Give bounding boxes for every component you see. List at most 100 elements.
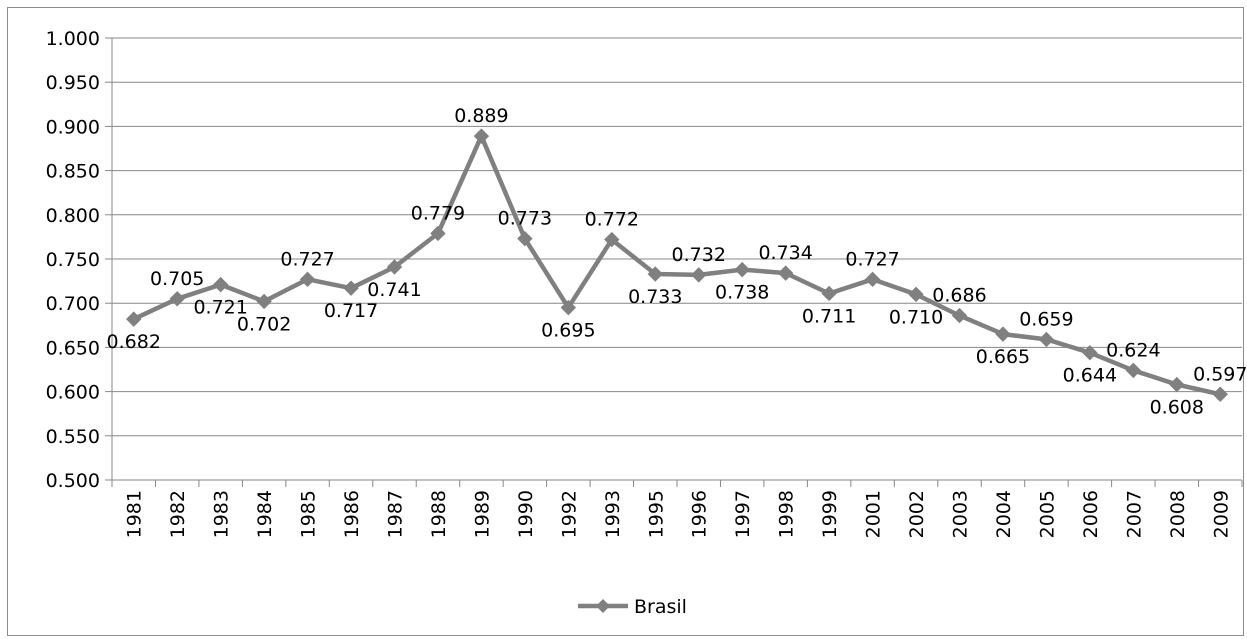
data-point — [256, 293, 272, 310]
gridlines — [112, 37, 1242, 437]
data-point — [604, 231, 620, 248]
data-label: 0.889 — [454, 105, 508, 127]
data-label: 0.659 — [1019, 308, 1073, 330]
y-tick-label: 1.000 — [46, 28, 100, 50]
x-tick-label: 1995 — [645, 490, 667, 538]
x-tick-label: 2004 — [993, 490, 1015, 538]
data-point — [777, 265, 794, 281]
x-tick-label: 1987 — [385, 490, 407, 538]
data-label: 0.772 — [585, 209, 639, 231]
data-point — [386, 259, 403, 275]
legend: Brasil — [578, 596, 687, 618]
data-point — [343, 280, 359, 296]
data-point — [473, 128, 490, 144]
data-label: 0.727 — [280, 248, 334, 270]
data-label: 0.773 — [498, 208, 552, 230]
y-tick-label: 0.700 — [46, 293, 100, 315]
data-point — [864, 271, 881, 288]
x-tick-label: 2001 — [863, 490, 885, 538]
x-tick-label: 1985 — [298, 490, 320, 538]
data-label: 0.721 — [193, 297, 247, 319]
chart-frame — [7, 7, 1244, 636]
legend-label: Brasil — [634, 596, 687, 618]
x-tick-label: 1984 — [254, 490, 276, 538]
data-point — [908, 286, 924, 303]
data-point — [1082, 344, 1098, 361]
data-point — [1212, 386, 1228, 402]
x-tick-label: 1990 — [515, 490, 537, 538]
data-label: 0.695 — [541, 320, 595, 342]
y-tick-label: 0.550 — [46, 426, 100, 448]
y-tick-label: 0.900 — [46, 116, 100, 138]
data-label: 0.665 — [976, 346, 1030, 368]
data-label: 0.732 — [672, 244, 726, 266]
data-point — [1038, 331, 1055, 348]
data-label: 0.644 — [1063, 365, 1117, 387]
y-tick-label: 0.850 — [46, 161, 100, 183]
data-point — [126, 311, 142, 327]
data-point — [734, 261, 750, 278]
data-point — [560, 299, 577, 316]
data-label: 0.710 — [889, 306, 943, 328]
x-tick-label: 2005 — [1036, 490, 1058, 538]
data-label: 0.733 — [628, 286, 682, 308]
x-tick-label: 1999 — [819, 490, 841, 538]
data-point — [691, 267, 707, 283]
data-point — [1169, 376, 1185, 393]
x-tick-label: 1988 — [428, 490, 450, 538]
data-label: 0.738 — [715, 282, 769, 304]
y-tick-label: 0.500 — [46, 470, 100, 492]
y-tick-label: 0.950 — [46, 72, 100, 94]
data-label: 0.608 — [1150, 397, 1204, 419]
data-point — [951, 307, 968, 324]
data-point — [1125, 362, 1142, 379]
y-tick-label: 0.800 — [46, 205, 100, 227]
y-tick-label: 0.650 — [46, 337, 100, 359]
x-tick-label: 2008 — [1167, 490, 1189, 538]
data-point — [169, 291, 185, 307]
x-tick-label: 1996 — [689, 490, 711, 538]
data-label: 0.711 — [802, 305, 856, 327]
data-label: 0.779 — [411, 202, 465, 224]
legend-marker — [596, 599, 610, 613]
x-tick-label: 1982 — [167, 490, 189, 538]
x-tick-label: 2007 — [1123, 490, 1145, 538]
x-tick-label: 2006 — [1080, 490, 1102, 538]
data-point — [212, 276, 229, 293]
data-point — [517, 230, 533, 247]
series-line — [132, 133, 1221, 397]
data-label: 0.717 — [324, 300, 378, 322]
axes — [105, 37, 1243, 487]
x-tick-label: 2009 — [1210, 490, 1232, 538]
data-label: 0.734 — [758, 242, 812, 264]
x-tick-label: 1989 — [471, 490, 493, 538]
y-axis-tick-labels: 0.500 0.550 0.600 0.650 0.700 0.750 0.800 0.850… — [46, 28, 100, 492]
data-point — [430, 225, 446, 242]
data-label: 0.702 — [237, 313, 291, 335]
x-tick-label: 1986 — [341, 490, 363, 538]
x-tick-label: 1992 — [558, 490, 580, 538]
x-tick-label: 1998 — [776, 490, 798, 538]
data-point — [995, 326, 1011, 342]
data-label: 0.727 — [845, 248, 899, 270]
x-tick-label: 1993 — [602, 490, 624, 538]
data-label: 0.686 — [932, 285, 986, 307]
data-label: 0.597 — [1193, 363, 1247, 385]
series-brasil — [126, 128, 1228, 402]
x-tick-label: 1981 — [124, 490, 146, 538]
x-tick-label: 1983 — [211, 490, 233, 538]
data-point — [647, 266, 663, 282]
data-point — [821, 285, 837, 302]
x-tick-label: 1997 — [732, 490, 754, 538]
x-tick-label: 2002 — [906, 490, 928, 538]
data-label: 0.705 — [150, 268, 204, 290]
data-point — [299, 271, 316, 288]
data-label: 0.624 — [1106, 339, 1160, 361]
y-tick-label: 0.750 — [46, 249, 100, 271]
data-label: 0.682 — [107, 331, 161, 353]
x-tick-label: 2003 — [950, 490, 972, 538]
data-label: 0.741 — [367, 279, 421, 301]
y-tick-label: 0.600 — [46, 382, 100, 404]
